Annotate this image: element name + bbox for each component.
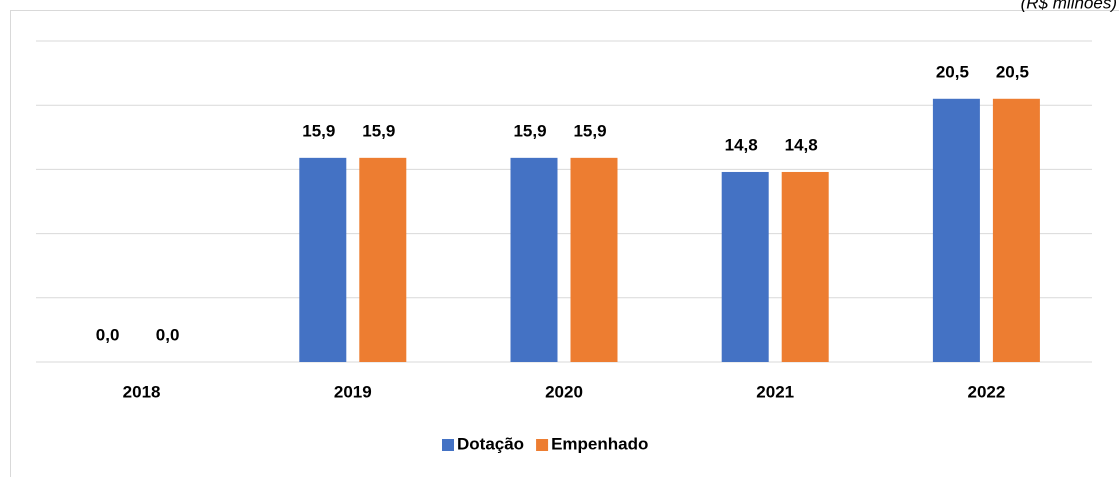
x-tick-label: 2018 xyxy=(123,382,161,401)
x-tick-label: 2019 xyxy=(334,382,372,401)
value-label: 0,0 xyxy=(96,325,120,344)
value-label: 15,9 xyxy=(362,121,395,140)
bar xyxy=(781,171,829,362)
x-tick-label: 2021 xyxy=(756,382,794,401)
legend-label: Empenhado xyxy=(551,434,648,453)
bar xyxy=(992,98,1040,362)
value-label: 20,5 xyxy=(936,62,969,81)
value-label: 0,0 xyxy=(156,325,180,344)
bar xyxy=(570,157,618,362)
x-tick-label: 2020 xyxy=(545,382,583,401)
legend-swatch xyxy=(536,439,549,451)
bar xyxy=(359,157,407,362)
value-label: 15,9 xyxy=(513,121,546,140)
legend-swatch xyxy=(442,439,454,451)
value-label: 15,9 xyxy=(302,121,335,140)
value-label: 15,9 xyxy=(573,121,606,140)
chart-frame xyxy=(10,10,1119,477)
legend-label: Dotação xyxy=(457,434,524,453)
bar xyxy=(510,157,558,362)
value-label: 14,8 xyxy=(725,135,758,154)
value-label: 20,5 xyxy=(996,62,1029,81)
x-tick-label: 2022 xyxy=(967,382,1005,401)
chart-subtitle: (R$ milhões) xyxy=(1021,0,1117,12)
bar xyxy=(721,171,769,362)
bar xyxy=(299,157,347,362)
bar xyxy=(932,98,980,362)
value-label: 14,8 xyxy=(785,135,818,154)
